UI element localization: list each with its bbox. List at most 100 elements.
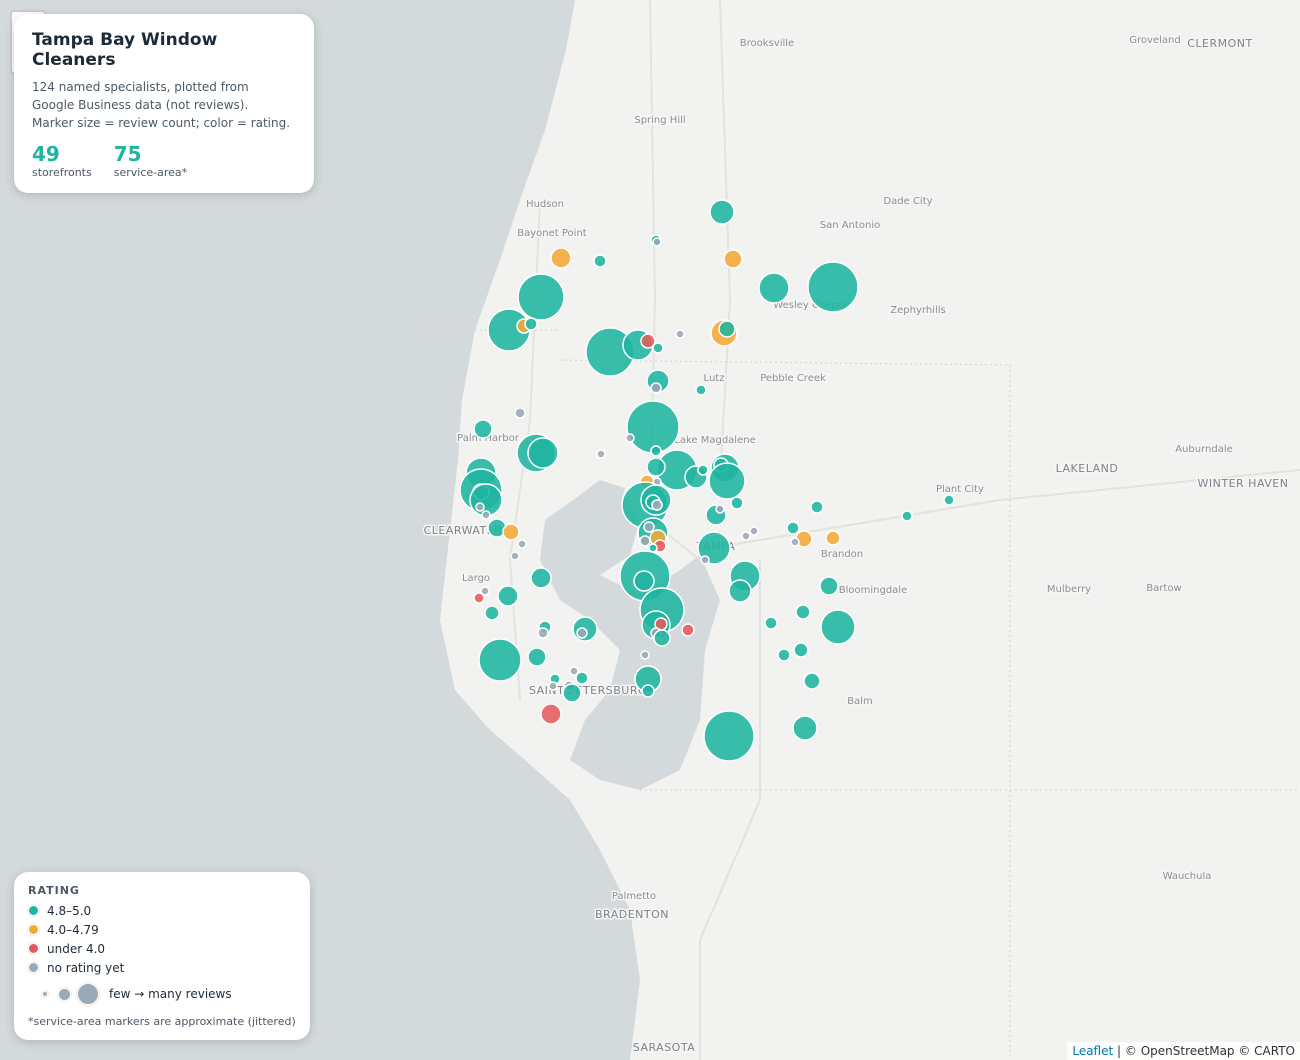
place-label: Pebble Creek bbox=[760, 373, 826, 384]
map-marker[interactable] bbox=[517, 539, 527, 549]
map-marker[interactable] bbox=[758, 272, 790, 304]
map-marker[interactable] bbox=[473, 419, 493, 439]
map-marker[interactable] bbox=[681, 623, 695, 637]
map-marker[interactable] bbox=[643, 521, 655, 533]
legend-label: no rating yet bbox=[47, 960, 125, 975]
map-marker[interactable] bbox=[481, 510, 491, 520]
place-label: Brooksville bbox=[740, 38, 794, 49]
map-marker[interactable] bbox=[728, 579, 752, 603]
map-marker[interactable] bbox=[792, 715, 818, 741]
map-marker[interactable] bbox=[480, 586, 490, 596]
map-marker[interactable] bbox=[569, 666, 579, 676]
place-label: Dade City bbox=[883, 196, 932, 207]
map-marker[interactable] bbox=[537, 627, 549, 639]
place-label: Brandon bbox=[821, 549, 863, 560]
map-marker[interactable] bbox=[825, 530, 841, 546]
map-marker[interactable] bbox=[651, 499, 663, 511]
place-label: Lutz bbox=[704, 373, 725, 384]
map-marker[interactable] bbox=[524, 317, 538, 331]
map-marker[interactable] bbox=[625, 433, 635, 443]
map-marker[interactable] bbox=[626, 400, 680, 454]
place-label: Bayonet Point bbox=[517, 228, 587, 239]
map-marker[interactable] bbox=[795, 604, 811, 620]
map-marker[interactable] bbox=[510, 551, 520, 561]
map-marker[interactable] bbox=[473, 592, 485, 604]
map-marker[interactable] bbox=[749, 526, 759, 536]
map-marker[interactable] bbox=[700, 555, 710, 565]
map-marker[interactable] bbox=[697, 464, 709, 476]
map-marker[interactable] bbox=[640, 650, 650, 660]
map-marker[interactable] bbox=[764, 616, 778, 630]
map-marker[interactable] bbox=[497, 585, 519, 607]
map-marker[interactable] bbox=[517, 273, 565, 321]
map-marker[interactable] bbox=[650, 382, 662, 394]
legend-swatch bbox=[28, 905, 39, 916]
map-marker[interactable] bbox=[741, 531, 751, 541]
map-marker[interactable] bbox=[708, 462, 746, 500]
map-marker[interactable] bbox=[715, 504, 725, 514]
leaflet-link[interactable]: Leaflet bbox=[1072, 1044, 1114, 1058]
map-marker[interactable] bbox=[550, 247, 572, 269]
subtitle-line: Marker size = review count; color = rati… bbox=[32, 116, 291, 130]
map-marker[interactable] bbox=[653, 629, 671, 647]
info-panel: Tampa Bay Window Cleaners 124 named spec… bbox=[14, 14, 314, 193]
place-label: Bartow bbox=[1146, 583, 1181, 594]
size-dot bbox=[58, 987, 71, 1001]
map-marker[interactable] bbox=[695, 384, 707, 396]
map-marker[interactable] bbox=[786, 521, 800, 535]
old-tampa-bay bbox=[580, 480, 625, 510]
stat-value: 49 bbox=[32, 142, 60, 166]
map-marker[interactable] bbox=[652, 237, 662, 247]
size-dot bbox=[77, 983, 99, 1005]
map-marker[interactable] bbox=[640, 333, 656, 349]
map-marker[interactable] bbox=[575, 671, 589, 685]
map-marker[interactable] bbox=[793, 642, 809, 658]
map-marker[interactable] bbox=[777, 648, 791, 662]
map-marker[interactable] bbox=[650, 445, 662, 457]
map-marker[interactable] bbox=[530, 567, 552, 589]
map-marker[interactable] bbox=[593, 254, 607, 268]
legend-item: no rating yet bbox=[28, 958, 296, 977]
attribution-text: | © OpenStreetMap © CARTO bbox=[1117, 1044, 1295, 1058]
map-marker[interactable] bbox=[639, 535, 651, 547]
place-label: SAINT PETERSBURG bbox=[529, 684, 647, 697]
map-marker[interactable] bbox=[484, 605, 500, 621]
map-marker[interactable] bbox=[596, 449, 606, 459]
map-marker[interactable] bbox=[709, 199, 735, 225]
place-label: WINTER HAVEN bbox=[1198, 477, 1289, 490]
stat-label: service-area* bbox=[113, 166, 188, 179]
subtitle: 124 named specialists, plotted from Googl… bbox=[32, 78, 296, 132]
map-marker[interactable] bbox=[810, 500, 824, 514]
map-marker[interactable] bbox=[502, 523, 520, 541]
map-marker[interactable] bbox=[803, 672, 821, 690]
map-marker[interactable] bbox=[819, 576, 839, 596]
map-marker[interactable] bbox=[527, 647, 547, 667]
map-marker[interactable] bbox=[820, 609, 856, 645]
map-marker[interactable] bbox=[576, 627, 588, 639]
map-marker[interactable] bbox=[730, 496, 744, 510]
map-marker[interactable] bbox=[478, 638, 522, 682]
map-marker[interactable] bbox=[901, 510, 913, 522]
map-marker[interactable] bbox=[790, 537, 800, 547]
place-label: Palm Harbor bbox=[457, 433, 520, 444]
map-marker[interactable] bbox=[641, 684, 655, 698]
map-marker[interactable] bbox=[514, 407, 526, 419]
place-label: Plant City bbox=[936, 484, 984, 495]
map-marker[interactable] bbox=[675, 329, 685, 339]
map-marker[interactable] bbox=[548, 681, 558, 691]
map-marker[interactable] bbox=[475, 502, 485, 512]
map-marker[interactable] bbox=[527, 437, 559, 469]
place-label: Bloomingdale bbox=[839, 585, 908, 596]
map-marker[interactable] bbox=[633, 570, 655, 592]
map-marker[interactable] bbox=[646, 457, 666, 477]
map-marker[interactable] bbox=[652, 342, 664, 354]
map-marker[interactable] bbox=[723, 249, 743, 269]
place-label: SARASOTA bbox=[633, 1041, 695, 1054]
map-marker[interactable] bbox=[943, 494, 955, 506]
map-marker[interactable] bbox=[703, 710, 755, 762]
map-marker[interactable] bbox=[540, 703, 562, 725]
stat: 75 service-area* bbox=[114, 142, 187, 179]
map-marker[interactable] bbox=[807, 261, 859, 313]
map-marker[interactable] bbox=[718, 320, 736, 338]
map-marker[interactable] bbox=[562, 683, 582, 703]
